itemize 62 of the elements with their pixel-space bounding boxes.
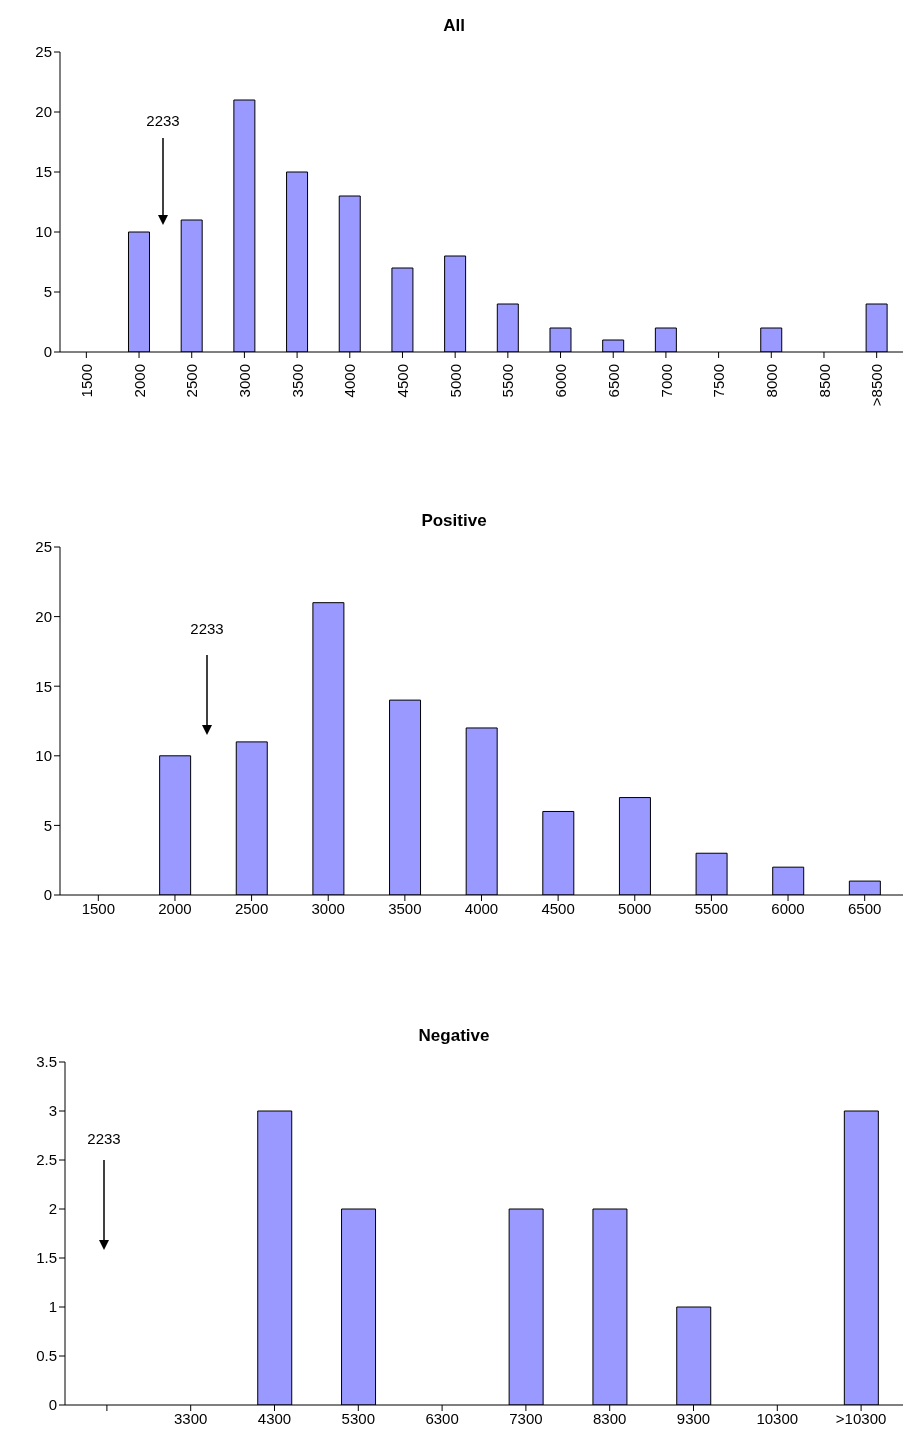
y-tick-label: 3.5	[36, 1053, 57, 1071]
x-tick-label: >10300	[835, 1409, 887, 1427]
x-tick-label: 3300	[174, 1409, 208, 1427]
x-tick-label: 6000	[552, 364, 570, 398]
x-tick-label: 5000	[618, 899, 652, 917]
y-tick-label: 1	[48, 1298, 57, 1316]
chart-title: Positive	[420, 511, 488, 531]
y-tick-label: 15	[35, 163, 52, 181]
chart-title: Negative	[417, 1026, 491, 1046]
x-tick-label: 6500	[847, 899, 882, 917]
y-tick-label: 2	[48, 1200, 57, 1218]
x-tick-label: 5000	[446, 364, 464, 398]
x-tick-label: 4000	[464, 899, 499, 917]
y-tick-label: 1.5	[36, 1249, 57, 1267]
x-tick-label: 8500	[815, 364, 833, 398]
y-tick-label: 3	[48, 1102, 57, 1120]
x-tick-label: 2500	[183, 364, 201, 398]
x-tick-label: 4300	[257, 1409, 292, 1427]
x-tick-label: 8300	[593, 1409, 627, 1427]
y-tick-label: 20	[35, 103, 52, 121]
y-tick-label: 0	[48, 1396, 57, 1414]
x-tick-label: 1500	[77, 364, 95, 398]
x-tick-label: 5500	[694, 899, 729, 917]
x-tick-label: 8000	[762, 364, 780, 398]
annotation: 2233	[145, 112, 181, 129]
x-tick-label: 4000	[341, 364, 359, 398]
x-tick-label: 3000	[311, 899, 345, 917]
x-tick-label: 2500	[234, 899, 269, 917]
x-tick-label: 2000	[130, 364, 148, 398]
annotation: 2233	[189, 620, 225, 637]
x-tick-label: 7500	[710, 364, 728, 398]
x-tick-label: 9300	[676, 1409, 711, 1427]
y-tick-label: 10	[35, 747, 52, 765]
y-tick-label: 15	[35, 677, 52, 695]
y-tick-label: 0	[43, 886, 52, 904]
x-tick-label: 3500	[288, 364, 306, 398]
x-tick-label: 4500	[541, 899, 575, 917]
x-tick-label: 1500	[81, 899, 116, 917]
y-tick-label: 10	[35, 223, 52, 241]
x-tick-label: 5300	[341, 1409, 375, 1427]
x-tick-label: 3500	[388, 899, 422, 917]
x-tick-label: 2000	[158, 899, 192, 917]
chart-title: All	[442, 16, 466, 36]
x-tick-label: 6000	[771, 899, 805, 917]
x-tick-label: 5500	[499, 364, 517, 398]
x-tick-label: >8500	[868, 364, 886, 407]
x-tick-label: 3000	[236, 364, 254, 398]
x-tick-label: 6500	[604, 364, 622, 398]
y-tick-label: 0.5	[36, 1347, 57, 1365]
y-tick-label: 5	[43, 816, 52, 834]
x-tick-label: 7000	[657, 364, 675, 398]
annotation: 2233	[86, 1130, 122, 1147]
x-tick-label: 10300	[756, 1409, 799, 1427]
x-tick-label: 7300	[509, 1409, 543, 1427]
y-tick-label: 25	[35, 538, 52, 556]
y-tick-label: 5	[43, 283, 52, 301]
x-tick-label: 6300	[425, 1409, 459, 1427]
x-tick-label: 4500	[394, 364, 412, 398]
y-tick-label: 20	[35, 607, 52, 625]
y-tick-label: 2.5	[36, 1151, 57, 1169]
y-tick-label: 25	[35, 43, 52, 61]
y-tick-label: 0	[43, 343, 52, 361]
